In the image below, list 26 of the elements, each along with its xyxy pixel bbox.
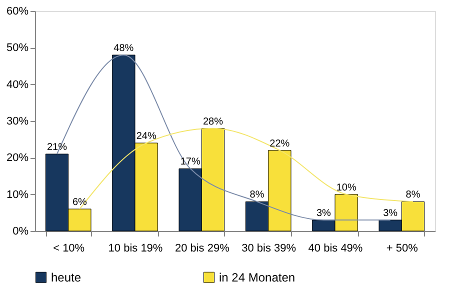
y-tick-label: 10% xyxy=(6,188,29,201)
x-tick-label: 30 bis 39% xyxy=(242,242,296,254)
y-tick-label: 50% xyxy=(6,42,29,54)
legend-label: heute xyxy=(51,270,82,284)
y-tick-label: 20% xyxy=(6,152,29,164)
data-label: 24% xyxy=(136,131,156,142)
x-tick-label: < 10% xyxy=(53,242,85,254)
data-label: 8% xyxy=(406,190,420,201)
x-tick-label: 10 bis 19% xyxy=(108,242,163,254)
data-label: 17% xyxy=(180,156,200,168)
data-label: 21% xyxy=(46,142,68,153)
x-tick-label: 20 bis 29% xyxy=(174,242,230,254)
data-label: 3% xyxy=(316,208,331,219)
data-label: 10% xyxy=(336,182,356,194)
data-label: 48% xyxy=(114,43,134,54)
data-label: 8% xyxy=(250,190,264,201)
x-tick-label: 40 bis 49% xyxy=(308,242,363,254)
y-tick-label: 30% xyxy=(6,116,29,128)
data-label: 22% xyxy=(270,138,290,150)
y-tick-label: 40% xyxy=(6,78,29,91)
x-tick-label: + 50% xyxy=(386,242,418,254)
legend-label: in 24 Monaten xyxy=(219,270,296,284)
data-label: 28% xyxy=(202,116,224,128)
y-tick-label: 0% xyxy=(12,226,29,238)
data-label: 3% xyxy=(383,208,398,219)
y-tick-label: 60% xyxy=(6,6,29,18)
